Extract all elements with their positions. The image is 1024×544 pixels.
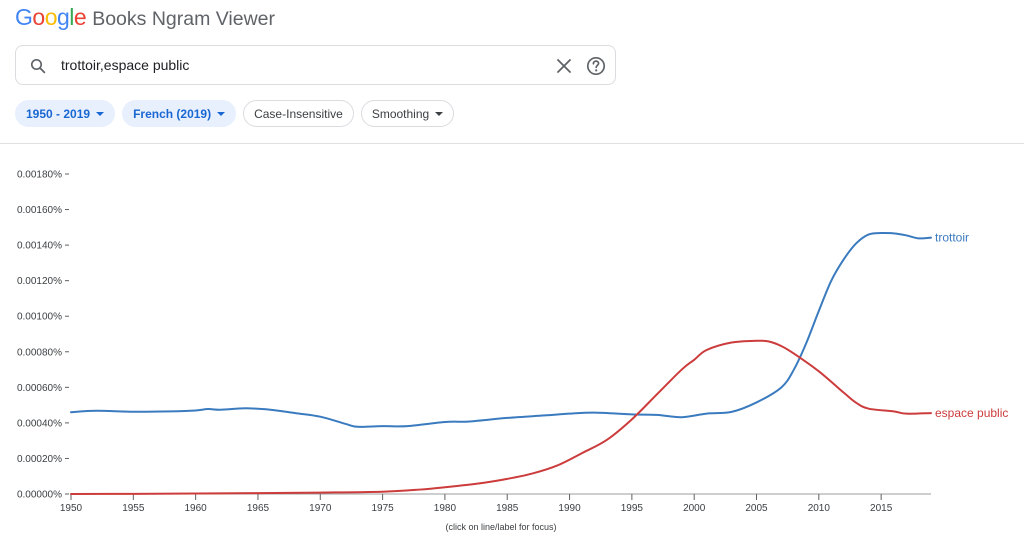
divider bbox=[0, 143, 1024, 144]
y-tick-label: 0.00140% bbox=[17, 241, 62, 252]
series-label-trottoir[interactable]: trottoir bbox=[935, 231, 969, 245]
x-tick-label: 1965 bbox=[247, 503, 270, 514]
chip-label: Case-Insensitive bbox=[254, 106, 343, 121]
x-tick-label: 2015 bbox=[870, 503, 893, 514]
x-tick-label: 1990 bbox=[558, 503, 581, 514]
search-input[interactable] bbox=[61, 55, 541, 75]
x-tick-label: 1995 bbox=[621, 503, 644, 514]
x-tick-label: 2000 bbox=[683, 503, 706, 514]
year-range-dropdown[interactable]: 1950 - 2019 bbox=[15, 100, 116, 127]
y-tick-label: 0.00120% bbox=[17, 276, 62, 287]
filter-bar: 1950 - 2019 French (2019) Case-Insensiti… bbox=[15, 100, 455, 127]
chip-label: French (2019) bbox=[133, 106, 212, 121]
y-tick-label: 0.00100% bbox=[17, 312, 62, 323]
y-tick-label: 0.00080% bbox=[17, 347, 62, 358]
ngram-chart: 0.00000% 0.00020% 0.00040% 0.00060% 0.00080%… bbox=[17, 170, 1008, 515]
x-tick-label: 1950 bbox=[60, 503, 83, 514]
search-icon[interactable] bbox=[29, 57, 47, 75]
google-wordmark: Google bbox=[15, 4, 87, 31]
logo-letter: l bbox=[69, 4, 74, 30]
series-line-espace-public[interactable] bbox=[70, 339, 932, 495]
corpus-dropdown[interactable]: French (2019) bbox=[122, 100, 237, 127]
series-label-espace-public[interactable]: espace public bbox=[935, 406, 1008, 420]
x-tick-label: 1960 bbox=[185, 503, 208, 514]
search-box bbox=[15, 45, 616, 85]
y-tick-label: 0.00160% bbox=[17, 205, 62, 216]
close-icon[interactable] bbox=[556, 58, 572, 74]
logo-letter: o bbox=[44, 4, 58, 30]
chip-label: 1950 - 2019 bbox=[26, 106, 91, 121]
x-tick-label: 1975 bbox=[371, 503, 394, 514]
y-tick-label: 0.00040% bbox=[17, 418, 62, 429]
caret-down-icon bbox=[435, 111, 444, 116]
x-tick-label: 2010 bbox=[808, 503, 831, 514]
app-logo[interactable]: Google Books Ngram Viewer bbox=[15, 4, 275, 34]
caret-down-icon bbox=[96, 111, 105, 116]
logo-letter: o bbox=[32, 4, 45, 30]
x-tick-label: 2005 bbox=[745, 503, 768, 514]
x-tick-label: 1970 bbox=[309, 503, 332, 514]
logo-letter: G bbox=[15, 4, 33, 30]
help-icon[interactable] bbox=[586, 56, 606, 76]
app-title: Books Ngram Viewer bbox=[92, 8, 275, 30]
x-tick-label: 1955 bbox=[122, 503, 145, 514]
chip-label: Smoothing bbox=[371, 106, 430, 121]
x-tick-label: 1980 bbox=[434, 503, 457, 514]
case-insensitive-toggle[interactable]: Case-Insensitive bbox=[243, 100, 354, 127]
y-tick-label: 0.00060% bbox=[17, 383, 62, 394]
y-tick-label: 0.00020% bbox=[17, 454, 62, 465]
y-tick-label: 0.00000% bbox=[17, 490, 62, 501]
smoothing-dropdown[interactable]: Smoothing bbox=[360, 100, 455, 127]
logo-letter: g bbox=[56, 4, 70, 30]
y-tick-label: 0.00180% bbox=[17, 170, 62, 181]
x-tick-label: 1985 bbox=[496, 503, 519, 514]
logo-letter: e bbox=[73, 4, 87, 30]
series-line-trottoir[interactable] bbox=[70, 231, 932, 428]
chart-caption: (click on line/label for focus) bbox=[445, 522, 557, 532]
caret-down-icon bbox=[217, 111, 226, 116]
